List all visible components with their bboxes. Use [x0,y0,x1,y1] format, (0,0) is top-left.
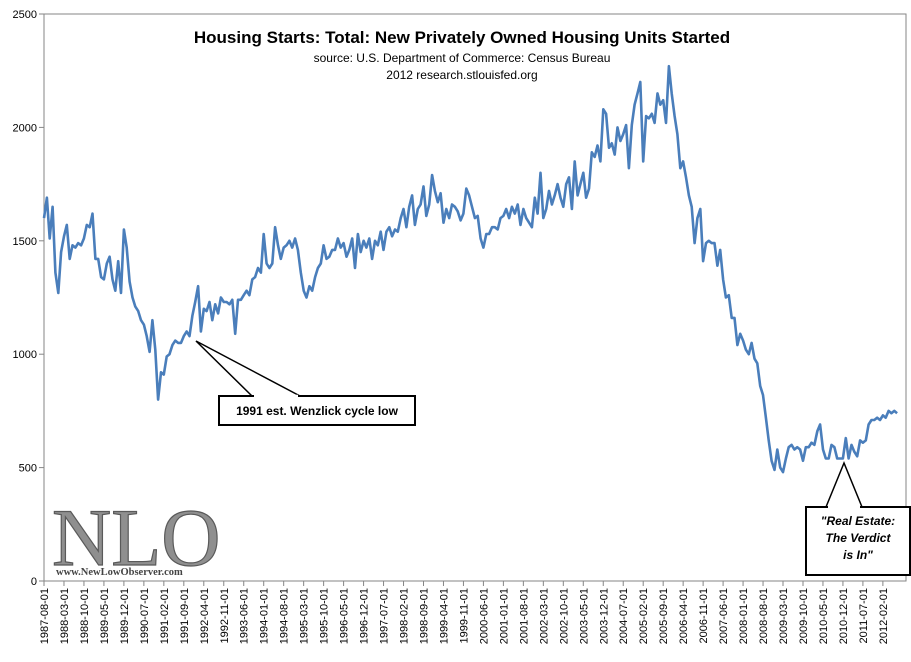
y-tick-label: 0 [31,576,37,588]
x-tick-label: 1993-06-01 [239,588,251,644]
x-tick-label: 1999-04-01 [438,588,450,644]
callout-verdict-line-1: "Real Estate: [821,514,895,528]
callout-verdict-line-2: The Verdict [826,531,892,545]
x-tick-label: 1992-11-01 [219,588,231,643]
x-tick-label: 2004-07-01 [618,588,630,644]
callout-verdict-line-3: is In" [843,548,873,562]
y-tick-label: 2500 [13,9,37,21]
x-tick-label: 2009-10-01 [798,588,810,644]
chart-title: Housing Starts: Total: New Privately Own… [194,28,730,47]
x-tick-label: 1988-03-01 [59,588,71,644]
callout-box [218,395,416,426]
nlo-watermark: NLO www.NewLowObserver.com [51,491,221,583]
x-tick-label: 1992-04-01 [199,588,211,644]
x-tick-label: 2006-04-01 [678,588,690,644]
x-tick-label: 1999-11-01 [458,588,470,643]
y-tick-label: 500 [19,463,37,475]
y-axis: 0 500 1000 1500 2000 2500 [13,9,44,588]
x-tick-label: 1996-12-01 [359,588,371,644]
x-tick-label: 2001-01-01 [498,588,510,644]
x-tick-label: 1991-02-01 [159,588,171,644]
x-tick-label: 1988-10-01 [79,588,91,644]
x-tick-label: 2008-01-01 [738,588,750,644]
x-tick-label: 1995-10-01 [319,588,331,644]
x-tick-label: 2007-06-01 [718,588,730,644]
x-tick-label: 2010-12-01 [838,588,850,644]
watermark-url: www.NewLowObserver.com [56,567,183,578]
x-tick-label: 1994-08-01 [279,588,291,644]
plot-area [43,13,907,582]
callout-box [805,506,911,576]
x-tick-label: 1987-08-01 [39,588,51,644]
series-line-housing-starts [42,64,898,474]
callout-verdict: "Real Estate: The Verdict is In" [805,461,911,576]
x-tick-label: 2005-02-01 [638,588,650,644]
x-tick-label: 2003-12-01 [598,588,610,644]
x-tick-label: 1997-07-01 [379,588,391,644]
x-tick-label: 2001-08-01 [518,588,530,644]
x-tick-label: 1989-05-01 [99,588,111,644]
y-tick-label: 2000 [13,122,37,134]
chart-credit: 2012 research.stlouisfed.org [386,68,537,82]
x-tick-label: 1990-07-01 [139,588,151,644]
y-tick-label: 1500 [13,236,37,248]
x-tick-label: 2011-07-01 [858,588,870,643]
x-tick-label: 2010-05-01 [818,588,830,644]
x-tick-label: 1994-01-01 [259,588,271,644]
y-tick-label: 1000 [13,349,37,361]
callout-wenzlick-text: 1991 est. Wenzlick cycle low [236,404,399,418]
chart-source: source: U.S. Department of Commerce: Cen… [314,51,611,65]
x-tick-label: 1991-09-01 [179,588,191,644]
x-tick-label: 2005-09-01 [658,588,670,644]
x-tick-label: 2002-03-01 [538,588,550,644]
x-tick-label: 2000-06-01 [478,588,490,644]
x-tick-label: 1989-12-01 [119,588,131,644]
x-tick-label: 1998-09-01 [418,588,430,644]
watermark-logo-text: NLO [52,492,221,583]
x-tick-label: 1996-05-01 [339,588,351,644]
x-tick-label: 2006-11-01 [698,588,710,643]
callout-wenzlick: 1991 est. Wenzlick cycle low [195,340,416,426]
x-tick-label: 1995-03-01 [299,588,311,644]
x-tick-label: 2009-03-01 [778,588,790,644]
x-axis: 1987-08-01 1988-03-01 1988-10-01 1989-05-01… [39,581,890,644]
x-tick-label: 2003-05-01 [578,588,590,644]
x-tick-label: 1998-02-01 [399,588,411,644]
x-tick-label: 2012-02-01 [878,588,890,644]
x-tick-label: 2008-08-01 [758,588,770,644]
x-tick-label: 2002-10-01 [558,588,570,644]
